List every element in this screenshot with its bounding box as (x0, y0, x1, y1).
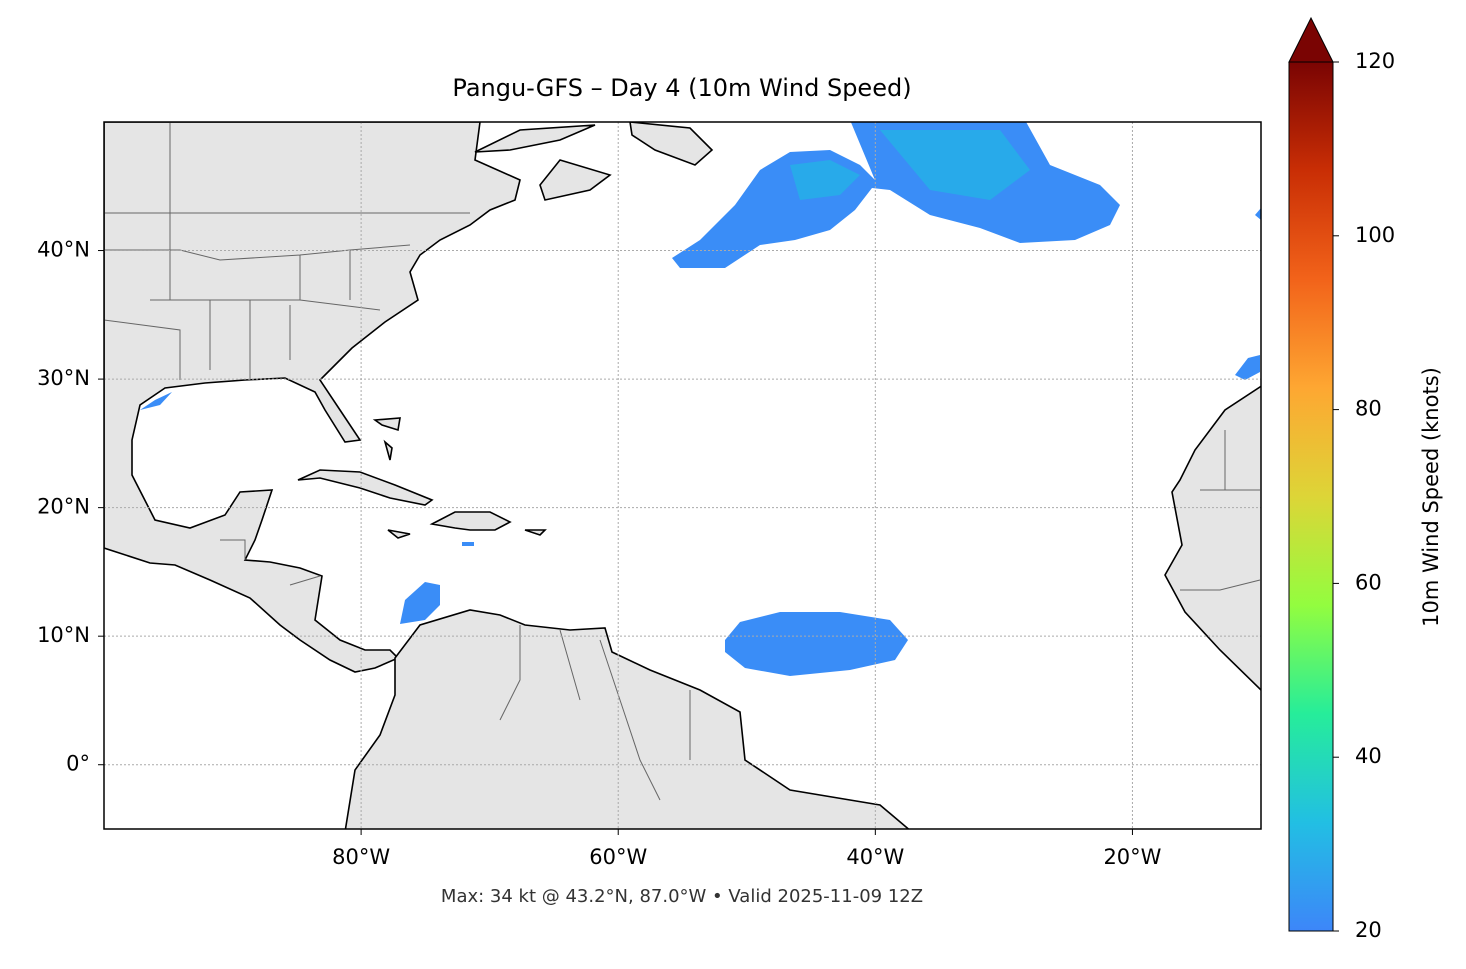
colorbar-extend (1288, 16, 1334, 63)
colorbar-tick-label: 40 (1355, 744, 1382, 768)
axes: 80°W 60°W 40°W 20°W 0° 10°N 20°N 30°N 40°N (37, 238, 1162, 869)
y-tick-label: 0° (66, 752, 90, 776)
y-tick-label: 30°N (37, 366, 90, 390)
colorbar-tick-label: 60 (1355, 570, 1382, 594)
colorbar-gradient (1289, 62, 1333, 931)
colorbar-tick-label: 100 (1355, 223, 1395, 247)
wind-area (400, 582, 440, 624)
country-border (104, 122, 1261, 801)
colorbar: 20 40 60 80 100 120 10m Wind Speed (knots) (1288, 16, 1443, 942)
colorbar-label: 10m Wind Speed (knots) (1419, 367, 1443, 627)
wind-area (790, 130, 1030, 200)
wind-area (725, 612, 908, 676)
land-cuba (297, 469, 434, 506)
colorbar-tick-label: 80 (1355, 397, 1382, 421)
chart-title: Pangu-GFS – Day 4 (10m Wind Speed) (452, 74, 911, 102)
grid (104, 122, 1261, 829)
land-north-america (104, 122, 521, 673)
footer-note: Max: 34 kt @ 43.2°N, 87.0°W • Valid 2025… (441, 886, 923, 907)
map-frame (103, 121, 1262, 830)
map-area (104, 122, 1261, 829)
x-tick-label: 60°W (589, 845, 647, 869)
land-islands (372, 122, 714, 539)
y-tick-label: 10°N (37, 623, 90, 647)
borders (104, 122, 1261, 801)
colorbar-frame (1288, 61, 1334, 932)
wind-field (140, 122, 1261, 676)
y-tick-label: 20°N (37, 495, 90, 519)
colorbar-tick-label: 20 (1355, 918, 1382, 942)
x-tick-label: 80°W (332, 845, 390, 869)
colorbar-tick-label: 120 (1355, 49, 1395, 73)
x-tick-label: 40°W (846, 845, 904, 869)
y-tick-label: 40°N (37, 238, 90, 262)
x-tick-label: 20°W (1103, 845, 1161, 869)
land-africa (1164, 385, 1261, 692)
